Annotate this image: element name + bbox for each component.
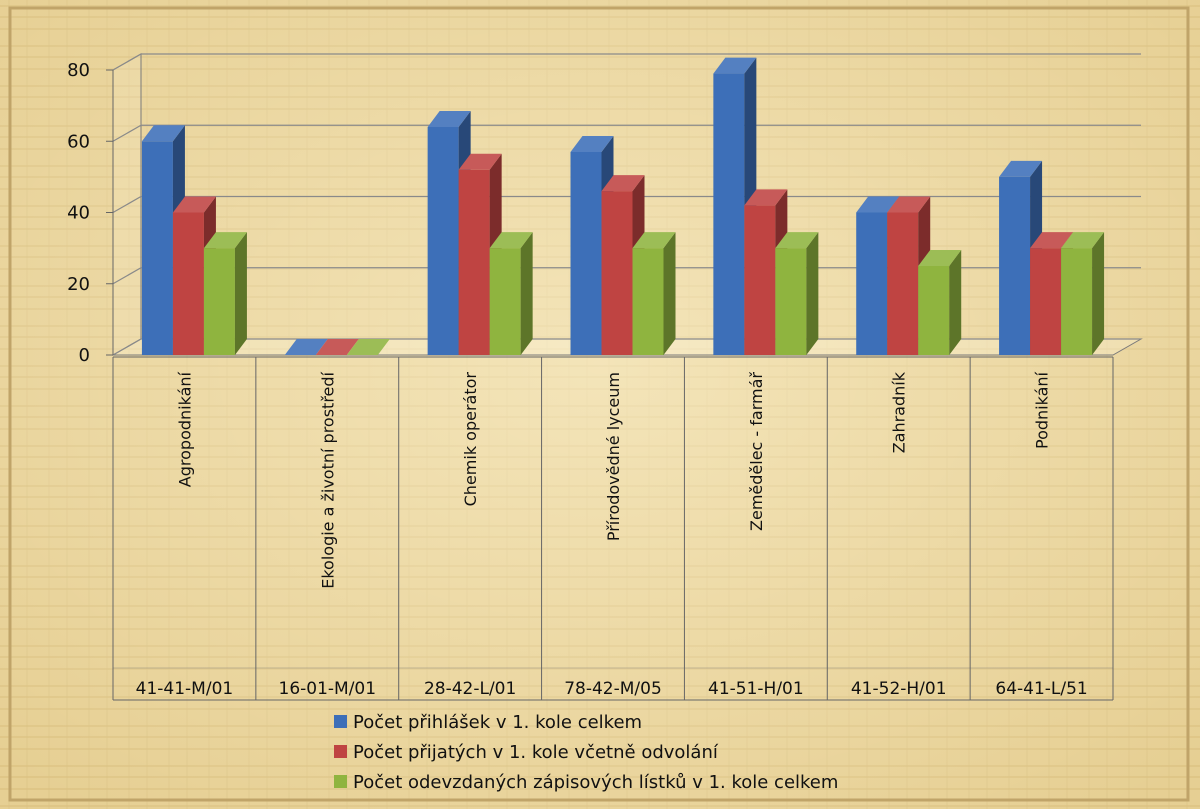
bar-front [632, 248, 664, 355]
y-axis: 0 20 40 60 80 [67, 60, 114, 366]
category-label: Podnikání [1033, 371, 1052, 449]
bar-front [856, 212, 888, 355]
bar-top [1061, 232, 1105, 249]
legend-swatch [334, 775, 347, 788]
bar [203, 232, 247, 355]
bar-top [489, 232, 533, 249]
bar-top [713, 57, 757, 74]
bar [918, 249, 962, 355]
y-tick-label: 80 [67, 60, 90, 81]
bar-top [601, 175, 645, 192]
bar-top [918, 249, 962, 266]
legend-label: Počet přihlášek v 1. kole celkem [353, 712, 642, 733]
bar-front [601, 191, 633, 355]
category-label: Zahradník [890, 371, 909, 453]
bar-side [663, 232, 676, 355]
legend-label: Počet odevzdaných zápisových lístků v 1.… [353, 772, 838, 793]
bar-front [744, 205, 776, 355]
bar-top [887, 196, 931, 213]
bar-side [1092, 232, 1105, 355]
y-tick-label: 20 [67, 274, 90, 295]
bar-front [1061, 248, 1093, 355]
category-code-label: 41-51-H/01 [708, 679, 804, 699]
bar-top [284, 339, 328, 355]
bar-front [1030, 248, 1062, 355]
legend-swatch [334, 745, 347, 758]
bar-top [1030, 232, 1074, 249]
legend-item: Počet přijatých v 1. kole včetně odvolán… [334, 742, 719, 763]
bar-top [856, 196, 900, 213]
category-label: Zemědělec - farmář [747, 372, 766, 531]
category-code-label: 16-01-M/01 [279, 679, 377, 699]
bar-front [141, 141, 173, 355]
bar-front [172, 212, 204, 355]
bar-top [315, 339, 359, 355]
bar-top [570, 135, 614, 152]
bar-front [203, 248, 235, 355]
bar-front [427, 127, 459, 355]
bar [315, 339, 359, 355]
bar-top [346, 339, 390, 355]
bar-top [141, 125, 185, 142]
bar-side [949, 249, 962, 355]
bar-front [918, 265, 950, 355]
category-label: Přírodovědné lyceum [604, 372, 623, 541]
bar-front [713, 73, 745, 355]
bar [1061, 232, 1105, 355]
bar [284, 339, 328, 355]
bar-front [570, 151, 602, 355]
bar-top [744, 189, 788, 206]
bar-top [427, 111, 471, 127]
bar-top [632, 232, 676, 249]
legend-item: Počet odevzdaných zápisových lístků v 1.… [334, 772, 838, 793]
legend-label: Počet přijatých v 1. kole včetně odvolán… [353, 742, 719, 763]
legend-item: Počet přihlášek v 1. kole celkem [334, 712, 642, 733]
category-label: Chemik operátor [461, 372, 480, 507]
y-tick-label: 40 [67, 203, 90, 224]
bar-side [520, 232, 533, 355]
bars [141, 57, 1105, 355]
category-code-label: 64-41-L/51 [995, 679, 1087, 699]
bar-front [458, 169, 490, 355]
bar [346, 339, 390, 355]
gridline [112, 195, 1141, 214]
bar-top [775, 232, 819, 249]
bar-top [999, 160, 1043, 177]
legend: Počet přihlášek v 1. kole celkem Počet př… [334, 712, 838, 793]
bar [489, 232, 533, 355]
gridline [112, 124, 1141, 142]
bar-front [999, 176, 1031, 355]
bar [632, 232, 676, 355]
gridline [112, 53, 1141, 71]
bar-side [806, 232, 819, 355]
bar-front [775, 248, 807, 355]
category-code-label: 28-42-L/01 [424, 679, 516, 699]
bar-side [234, 232, 247, 355]
bar [775, 232, 819, 355]
y-tick-label: 0 [79, 345, 90, 366]
bar-top [458, 153, 502, 170]
category-code-label: 41-52-H/01 [851, 679, 947, 699]
bar-front [489, 248, 521, 355]
bar-top [203, 232, 247, 249]
category-code-label: 41-41-M/01 [136, 679, 234, 699]
category-code-label: 78-42-M/05 [564, 679, 662, 699]
bar-top [172, 196, 216, 213]
y-tick-label: 60 [67, 131, 90, 152]
bar [999, 160, 1043, 355]
category-label: Agropodnikání [175, 371, 194, 487]
chart-frame [8, 6, 1190, 802]
bar-front [887, 212, 919, 355]
category-label: Ekologie a životní prostředí [318, 371, 337, 588]
legend-swatch [334, 715, 347, 728]
category-table: Agropodnikání 41-41-M/01 Ekologie a životn… [112, 356, 1114, 701]
